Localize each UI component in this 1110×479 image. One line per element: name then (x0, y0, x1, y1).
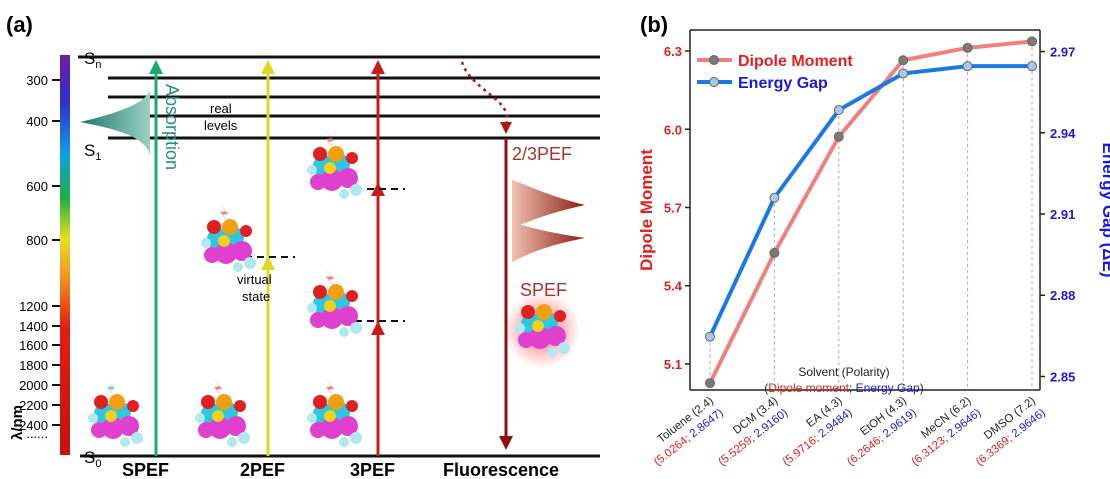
energy-gap-point (705, 331, 715, 342)
energy-gap-point (898, 68, 909, 79)
state-s0-label: S0 (84, 448, 101, 470)
emission-band-lower (512, 222, 585, 262)
nonradiative-relaxation (460, 61, 509, 126)
legend-marker (709, 77, 719, 87)
dipole-moment-point (962, 42, 973, 53)
energy-gap-line (708, 64, 1032, 338)
bottom-label-spef: SPEF (122, 460, 169, 479)
left-tick-label: 5.1 (664, 357, 682, 372)
energy-levels (78, 55, 600, 458)
left-axis-title: Dipole Moment (637, 149, 656, 271)
energy-gap-point (833, 105, 844, 116)
relaxation-arrowhead (500, 122, 512, 134)
energy-gap-point (1027, 61, 1037, 72)
right-tick-label: 2.94 (1050, 126, 1076, 141)
light-flash-icon (322, 374, 338, 400)
left-tick-label: 6.0 (664, 122, 682, 137)
legend-label: Dipole Moment (738, 53, 853, 70)
legend-label: Energy Gap (738, 75, 828, 92)
dipole-moment-point (769, 247, 780, 258)
3pef-excitation-arrow (371, 60, 385, 456)
molecule-icon (307, 126, 362, 199)
absorption-band (80, 90, 150, 155)
molecule-icon (307, 264, 362, 337)
left-tick-label: 5.4 (664, 279, 683, 294)
virtual-state-label-1: virtual (237, 272, 272, 287)
real-levels-label-2: levels (204, 118, 238, 133)
light-flash-icon (210, 374, 226, 400)
state-sn-label: Sn (84, 49, 101, 71)
molecule-icon (504, 292, 580, 368)
state-s1-label: S1 (84, 141, 101, 163)
molecules (88, 126, 580, 447)
wavelength-tick-label: 2400 (19, 418, 48, 433)
virtual-state-label-2: state (242, 289, 270, 304)
molecule-icon (88, 374, 143, 447)
wavelength-tick-label: ...... (26, 426, 48, 441)
annotation-legend: (Dipole moment; Energy Gap) (764, 381, 923, 395)
fluorescence-emission-arrow (499, 138, 513, 450)
wavelength-tick-label: 1400 (19, 319, 48, 334)
2-3pef-label: 2/3PEF (512, 144, 572, 164)
wavelength-tick-label: 300 (26, 73, 48, 88)
dipole-moment-point (898, 55, 909, 66)
right-tick-label: 2.85 (1050, 369, 1075, 384)
wavelength-ticks: 300 400 600 800 1200 1400 1600 1800 2000 2200 2400… (19, 73, 60, 441)
molecule-icon (195, 374, 250, 447)
bottom-label-fluorescence: Fluorescence (443, 460, 559, 479)
right-tick-label: 2.88 (1050, 288, 1075, 303)
real-levels-label-1: real (210, 101, 232, 116)
dipole-moment-line (708, 39, 1033, 385)
wavelength-color-bar (60, 55, 70, 455)
left-tick-label: 6.3 (664, 44, 682, 59)
wavelength-axis-title: λ/nm (9, 405, 26, 440)
molecule-icon (201, 199, 256, 272)
right-tick-label: 2.91 (1050, 207, 1075, 222)
spef-excitation-arrow (149, 60, 163, 456)
wavelength-tick-label: 1800 (19, 358, 48, 373)
light-flash-icon (103, 374, 119, 400)
wavelength-tick-label: 2200 (19, 398, 48, 413)
solvent-chart: 5.1 5.4 5.7 6.0 6.3 2.85 2.88 2.91 2.94 2.97 Dipol… (637, 29, 1110, 468)
energy-gap-point (769, 192, 780, 203)
wavelength-tick-label: 400 (26, 114, 48, 129)
wavelength-tick-label: 2000 (19, 378, 48, 393)
absorption-label: Absorption (162, 84, 182, 170)
energy-gap-point (962, 61, 973, 72)
wavelength-tick-label: 1600 (19, 338, 48, 353)
emission-band-upper (512, 180, 585, 228)
light-flash-icon (322, 126, 338, 152)
left-tick-label: 5.7 (664, 200, 682, 215)
dipole-moment-point (833, 131, 844, 142)
annotation-title: Solvent (Polarity) (798, 365, 889, 379)
bottom-label-2pef: 2PEF (240, 460, 285, 479)
dipole-moment-point (1027, 36, 1037, 47)
bottom-label-3pef: 3PEF (350, 460, 395, 479)
2pef-excitation-arrow (261, 60, 275, 456)
chart-legend: Dipole Moment Energy Gap (697, 53, 853, 92)
wavelength-tick-label: 800 (26, 233, 48, 248)
right-axis-title: Energy Gap (ΔE) (1099, 142, 1110, 277)
panel-b-label: (b) (640, 12, 668, 37)
light-flash-icon (216, 199, 232, 225)
light-flash-icon (322, 264, 338, 290)
molecule-icon (307, 374, 362, 447)
wavelength-tick-label: 600 (26, 179, 48, 194)
panel-a-label: (a) (6, 12, 33, 37)
wavelength-tick-label: 1200 (19, 299, 48, 314)
right-tick-label: 2.97 (1050, 45, 1075, 60)
dipole-moment-point (705, 378, 715, 389)
legend-marker (709, 55, 719, 65)
